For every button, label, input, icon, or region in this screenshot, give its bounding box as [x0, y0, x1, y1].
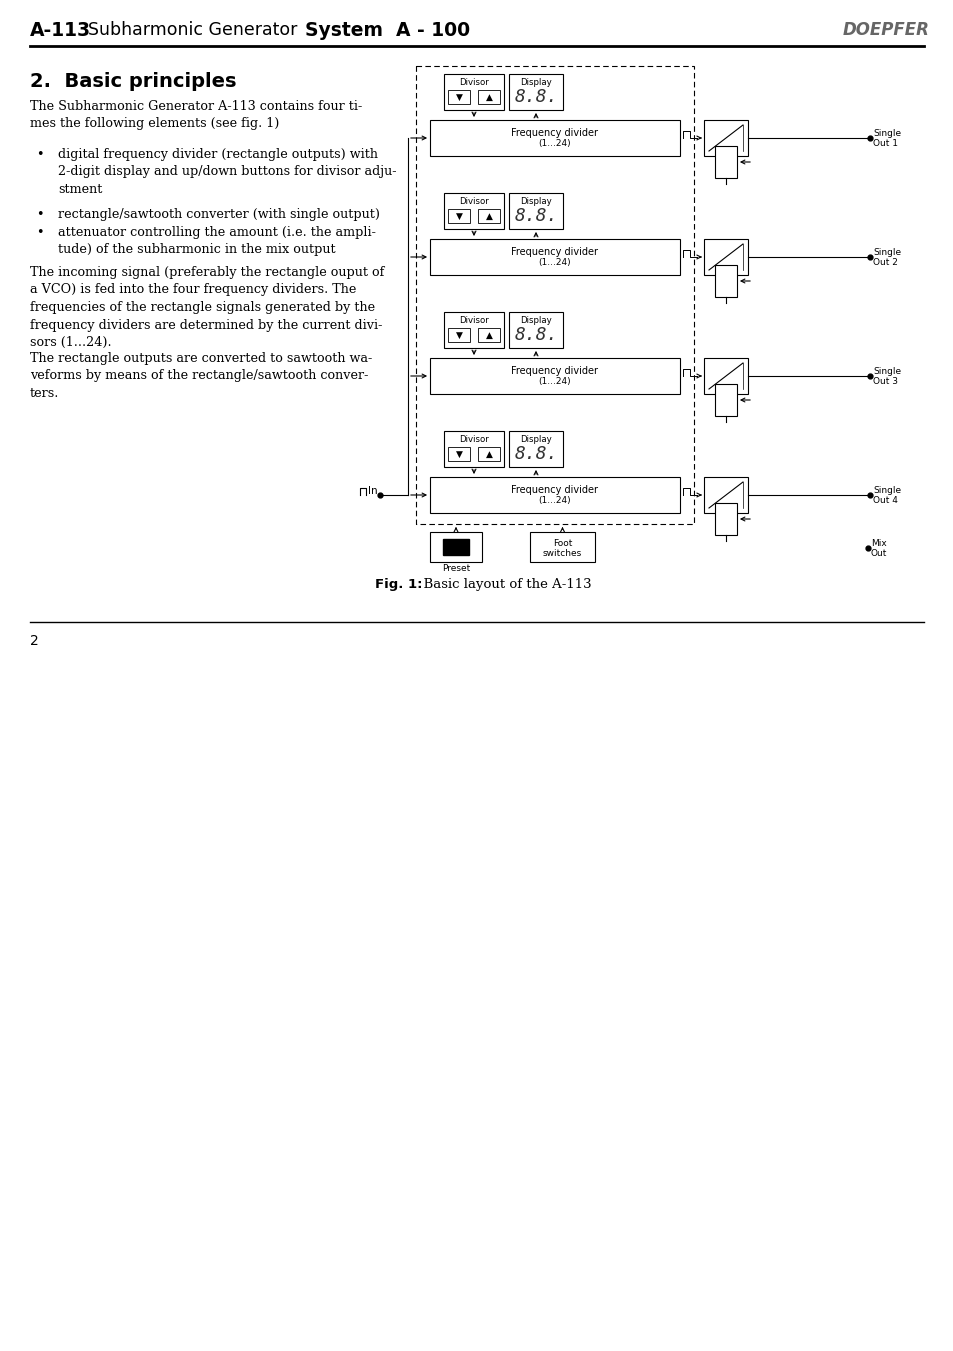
FancyBboxPatch shape: [477, 91, 499, 104]
Text: Frequency divider: Frequency divider: [511, 128, 598, 138]
FancyBboxPatch shape: [430, 532, 481, 562]
Text: ▲: ▲: [485, 331, 492, 339]
FancyBboxPatch shape: [477, 328, 499, 342]
Text: A-113: A-113: [30, 20, 91, 39]
Text: 8.8.: 8.8.: [514, 444, 558, 463]
Text: •: •: [36, 226, 44, 239]
Text: The rectangle outputs are converted to sawtooth wa-
veforms by means of the rect: The rectangle outputs are converted to s…: [30, 353, 372, 400]
FancyBboxPatch shape: [703, 358, 747, 394]
Text: Out 4: Out 4: [872, 496, 897, 505]
Text: Foot: Foot: [552, 539, 572, 549]
Text: Single: Single: [872, 128, 901, 138]
Text: Display: Display: [519, 316, 551, 326]
Text: •: •: [36, 208, 44, 222]
FancyBboxPatch shape: [714, 146, 737, 178]
Text: Divisor: Divisor: [458, 435, 488, 444]
Text: 8.8.: 8.8.: [514, 207, 558, 226]
FancyBboxPatch shape: [703, 239, 747, 276]
Text: (1...24): (1...24): [538, 258, 571, 267]
FancyBboxPatch shape: [443, 193, 503, 230]
Text: ▼: ▼: [456, 212, 462, 220]
Text: Basic layout of the A-113: Basic layout of the A-113: [415, 578, 591, 590]
Text: (1...24): (1...24): [538, 139, 571, 149]
Text: (1...24): (1...24): [538, 377, 571, 386]
FancyBboxPatch shape: [430, 239, 679, 276]
Text: •: •: [36, 149, 44, 161]
FancyBboxPatch shape: [430, 477, 679, 513]
Text: ▲: ▲: [485, 212, 492, 220]
Text: ▲: ▲: [485, 450, 492, 458]
Text: Frequency divider: Frequency divider: [511, 485, 598, 494]
Text: The Subharmonic Generator A-113 contains four ti-
mes the following elements (se: The Subharmonic Generator A-113 contains…: [30, 100, 362, 131]
Text: 2.  Basic principles: 2. Basic principles: [30, 72, 236, 91]
FancyBboxPatch shape: [448, 328, 470, 342]
Text: ▼: ▼: [456, 92, 462, 101]
FancyBboxPatch shape: [703, 120, 747, 155]
Text: Subharmonic Generator: Subharmonic Generator: [88, 22, 297, 39]
Text: Frequency divider: Frequency divider: [511, 247, 598, 257]
FancyBboxPatch shape: [714, 265, 737, 297]
FancyBboxPatch shape: [448, 209, 470, 223]
Bar: [442, 539, 469, 555]
Text: Out 3: Out 3: [872, 377, 897, 386]
Text: Divisor: Divisor: [458, 78, 488, 86]
Text: ▼: ▼: [456, 450, 462, 458]
Text: The incoming signal (preferably the rectangle ouput of
a VCO) is fed into the fo: The incoming signal (preferably the rect…: [30, 266, 384, 349]
Text: System  A - 100: System A - 100: [305, 20, 470, 39]
FancyBboxPatch shape: [448, 447, 470, 461]
Text: Divisor: Divisor: [458, 197, 488, 205]
FancyBboxPatch shape: [509, 74, 562, 109]
Text: In: In: [368, 486, 377, 496]
Text: Out 1: Out 1: [872, 139, 897, 149]
Text: attenuator controlling the amount (i.e. the ampli-
tude) of the subharmonic in t: attenuator controlling the amount (i.e. …: [58, 226, 375, 257]
Text: Divisor: Divisor: [458, 316, 488, 326]
Text: Mix: Mix: [870, 539, 886, 549]
FancyBboxPatch shape: [443, 431, 503, 467]
FancyBboxPatch shape: [703, 477, 747, 513]
FancyBboxPatch shape: [509, 193, 562, 230]
FancyBboxPatch shape: [443, 312, 503, 349]
FancyBboxPatch shape: [477, 209, 499, 223]
Text: ▲: ▲: [485, 92, 492, 101]
Text: Out: Out: [870, 549, 886, 558]
FancyBboxPatch shape: [430, 120, 679, 155]
Text: switches: switches: [542, 549, 581, 558]
FancyBboxPatch shape: [443, 74, 503, 109]
Text: Frequency divider: Frequency divider: [511, 366, 598, 376]
Text: 2: 2: [30, 634, 39, 648]
Text: Out 2: Out 2: [872, 258, 897, 267]
FancyBboxPatch shape: [430, 358, 679, 394]
Text: Display: Display: [519, 78, 551, 86]
Text: Single: Single: [872, 486, 901, 494]
Text: ▼: ▼: [456, 331, 462, 339]
Text: (1...24): (1...24): [538, 496, 571, 505]
FancyBboxPatch shape: [714, 384, 737, 416]
FancyBboxPatch shape: [714, 503, 737, 535]
Text: 8.8.: 8.8.: [514, 88, 558, 105]
FancyBboxPatch shape: [477, 447, 499, 461]
Text: digital frequency divider (rectangle outputs) with
2-digit display and up/down b: digital frequency divider (rectangle out…: [58, 149, 396, 196]
Text: Single: Single: [872, 249, 901, 257]
Text: 8.8.: 8.8.: [514, 326, 558, 345]
Text: Display: Display: [519, 197, 551, 205]
Text: rectangle/sawtooth converter (with single output): rectangle/sawtooth converter (with singl…: [58, 208, 379, 222]
Text: Preset: Preset: [441, 563, 470, 573]
Text: Single: Single: [872, 367, 901, 376]
Text: Fig. 1:: Fig. 1:: [375, 578, 422, 590]
FancyBboxPatch shape: [509, 312, 562, 349]
Text: Display: Display: [519, 435, 551, 444]
FancyBboxPatch shape: [448, 91, 470, 104]
Text: DOEPFER: DOEPFER: [842, 22, 929, 39]
FancyBboxPatch shape: [509, 431, 562, 467]
FancyBboxPatch shape: [530, 532, 595, 562]
